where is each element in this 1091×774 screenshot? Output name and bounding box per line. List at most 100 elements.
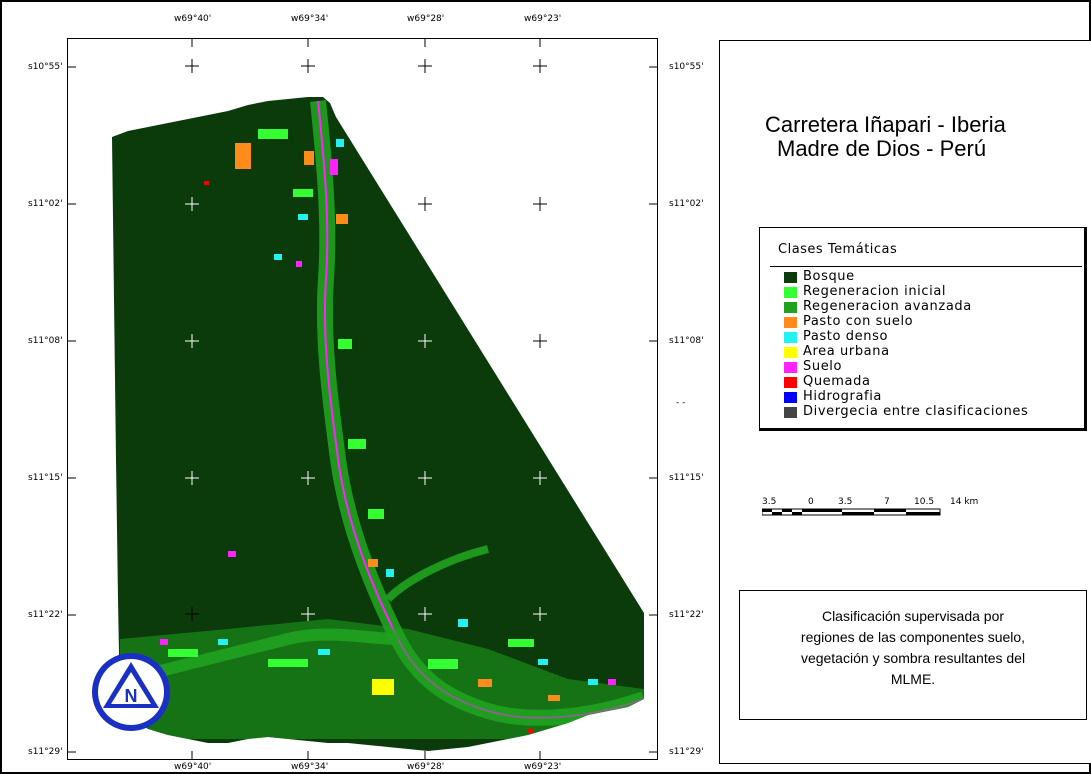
forest-region [112,97,644,751]
left-latitude-label: s11°02' [28,199,63,209]
map-title-line2: Madre de Dios - Perú [777,136,987,161]
right-latitude-label: s10°55' [669,62,704,72]
bottom-longitude-label: w69°40' [174,762,212,772]
classification-map [68,39,657,759]
legend-swatch [784,361,797,373]
regeneration-patch [338,339,352,349]
top-longitude-label: w69°40' [174,14,212,24]
north-arrow-icon: N [89,650,173,734]
pasture-patch [304,151,314,165]
urban-area [372,679,394,695]
legend-item: Pasto denso [784,329,888,345]
legend-label: Quemada [803,374,871,389]
legend-title: Clases Temáticas [778,242,898,257]
left-latitude-label: s11°29' [28,747,63,757]
regeneration-patch [168,649,198,657]
description-line: Clasificación supervisada por [821,608,1005,624]
legend-label: Pasto denso [803,329,888,344]
top-longitude-label: w69°23' [524,14,562,24]
right-latitude-label: s11°15' [669,473,704,483]
right-latitude-label: s11°22' [669,610,704,620]
dense-pasture-patch [386,569,394,577]
regeneration-patch [293,189,313,197]
description-line: regiones de las componentes suelo, [800,629,1026,645]
bottom-longitude-label: w69°34' [291,762,329,772]
legend-item: Hidrografia [784,389,882,405]
legend-item: Regeneracion inicial [784,284,946,300]
legend-label: Hidrografia [803,389,882,404]
bottom-longitude-label: w69°23' [524,762,562,772]
scale-tick-label: 7 [884,497,890,507]
pasture-patch [336,214,348,224]
north-letter: N [125,686,138,706]
regeneration-patch [268,659,308,667]
scale-graphic [762,508,941,516]
left-latitude-label: s11°15' [28,473,63,483]
left-latitude-label: s11°08' [28,336,63,346]
right-latitude-label: s11°29' [669,747,704,757]
dense-pasture-patch [458,619,468,627]
legend-label: Area urbana [803,344,890,359]
legend-item: Quemada [784,374,871,390]
pasture-patch [478,679,492,687]
scale-tick-label: 0 [808,497,814,507]
legend-item: Divergecia entre clasificaciones [784,404,1028,420]
burnt-patch [528,729,533,733]
branch-road-2 [385,545,489,602]
dense-pasture-patch [298,214,308,220]
description-text: Clasificación supervisada por regiones d… [740,606,1086,690]
soil-patch [296,261,302,267]
scale-tick-label: 14 km [950,497,979,507]
dense-pasture-patch [336,139,344,147]
legend: Clases Temáticas Bosque Regeneracion inic… [759,227,1087,431]
description-line: vegetación y sombra resultantes del [800,650,1026,666]
right-edge-mark: - - [676,398,686,408]
legend-label: Bosque [803,269,855,284]
legend-swatch [784,301,797,313]
bottom-longitude-label: w69°28' [407,762,445,772]
legend-swatch [784,376,797,388]
scale-tick-label: 10.5 [914,497,935,507]
legend-label: Suelo [803,359,843,374]
dense-pasture-patch [218,639,228,645]
description-line: MLME. [890,671,936,687]
scale-tick-label: 3.5 [762,497,777,507]
left-latitude-label: s11°22' [28,610,63,620]
regeneration-patch [368,509,384,519]
pasture-patch [368,559,378,567]
description-box: Clasificación supervisada por regiones d… [739,590,1087,720]
scale-tick-label: 3.5 [838,497,853,507]
top-longitude-label: w69°28' [407,14,445,24]
left-latitude-label: s10°55' [28,62,63,72]
soil-patch [608,679,616,685]
legend-swatch [784,391,797,403]
burnt-patch [204,181,209,185]
legend-label: Divergecia entre clasificaciones [803,404,1029,419]
legend-item: Bosque [784,269,855,285]
legend-label: Regeneracion avanzada [803,299,972,314]
regeneration-patch [348,439,366,449]
right-latitude-label: s11°08' [669,336,704,346]
pasture-patch [235,143,251,169]
border-ticks [68,39,657,759]
regeneration-patch [428,659,458,669]
legend-swatch [784,346,797,358]
map-area[interactable] [67,38,658,760]
soil-patch [330,159,338,175]
scale-bar: 3.5 0 3.5 7 10.5 14 km [762,497,1022,527]
regeneration-patch [258,129,288,139]
soil-patch [160,639,168,645]
regeneration-patch [508,639,534,647]
graticule-outside [185,59,547,621]
legend-swatch [784,271,797,283]
legend-label: Regeneracion inicial [803,284,947,299]
dense-pasture-patch [274,254,282,260]
legend-divider [770,266,1082,267]
legend-item: Pasto con suelo [784,314,913,330]
legend-swatch [784,331,797,343]
map-title-line1: Carretera Iñapari - Iberia [765,112,1006,137]
dense-pasture-patch [318,649,330,655]
dense-pasture-patch [588,679,598,685]
right-latitude-label: s11°02' [669,199,704,209]
